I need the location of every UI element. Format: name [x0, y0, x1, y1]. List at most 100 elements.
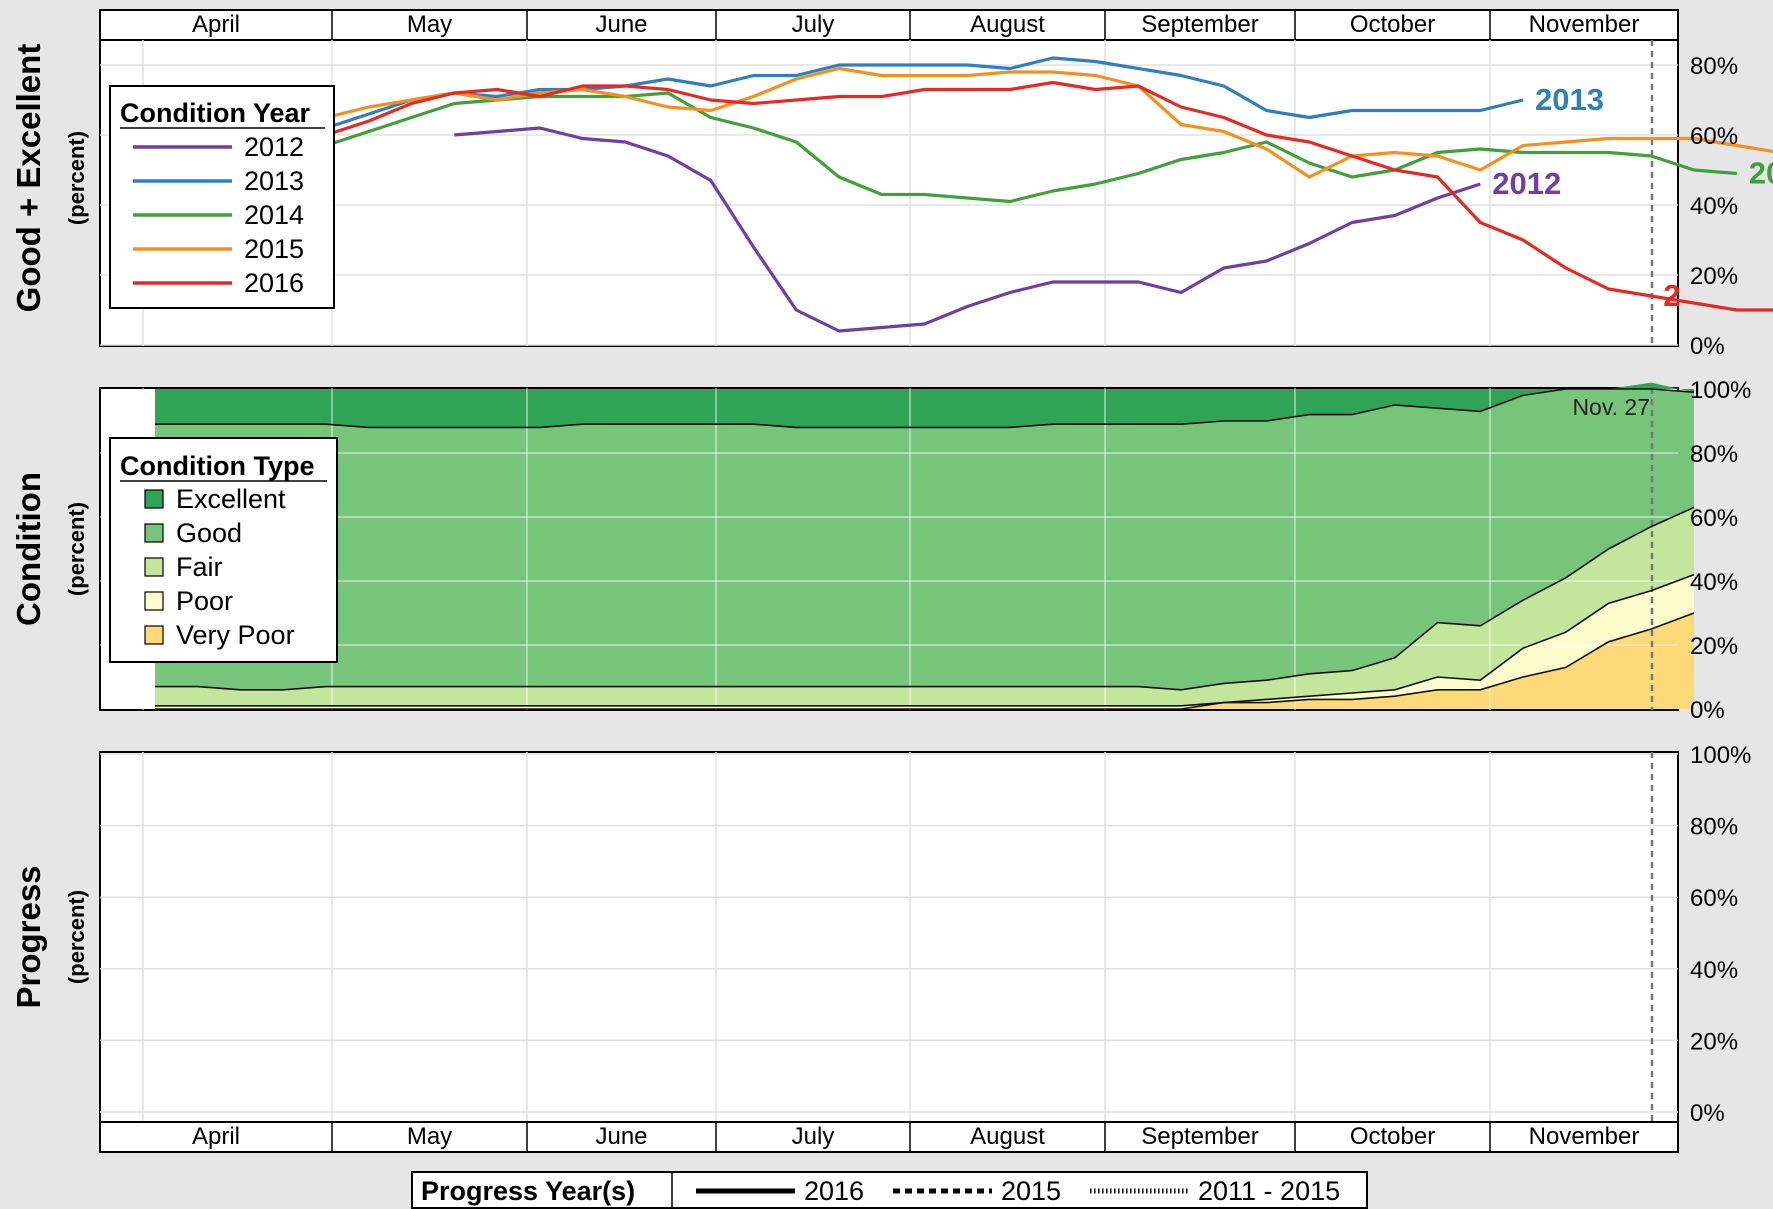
panel3-ytick: 40% [1690, 957, 1738, 984]
panel1-yticks: 0% 20% 40% 60% 80% [1690, 53, 1738, 360]
legend-type-label-very-poor: Very Poor [176, 620, 295, 650]
panel3-ytick: 20% [1690, 1028, 1738, 1055]
panel2-ytick: 100% [1690, 377, 1751, 404]
bottom-month-axis: April May June July August September October No… [99, 1121, 1679, 1153]
legend-condition-year: Condition Year 2012 2013 2014 2015 2016 [109, 85, 335, 309]
bottom-month-label-october: October [1350, 1123, 1435, 1150]
legend-progress-year: Progress Year(s) 2016 2015 2011 - 2015 [411, 1171, 1368, 1209]
panel2-yticks: 0% 20% 40% 60% 80% 100% [1690, 377, 1751, 724]
panel1-ylabel: Good + Excellent [10, 44, 47, 313]
bottom-month-label-september: September [1141, 1123, 1258, 1150]
top-month-label-october: October [1350, 11, 1435, 38]
panel1-end-labels: 2013 2012 20 2 [1492, 82, 1773, 313]
legend-type-swatch-very-poor [144, 625, 164, 645]
panel3-ylabel-sub: (percent) [64, 890, 89, 984]
panel2-ylabel-sub: (percent) [64, 502, 89, 596]
legend-type-label-poor: Poor [176, 586, 233, 616]
panel2-areas [155, 382, 1694, 709]
panel3-ytick: 60% [1690, 885, 1738, 912]
line-2013 [325, 56, 1524, 130]
bottom-month-bar [99, 1121, 1679, 1153]
bottom-month-label-august: August [970, 1123, 1045, 1150]
panel3-ytick: 80% [1690, 814, 1738, 841]
top-month-label-may: May [407, 11, 452, 38]
legend-year-label-2015: 2015 [244, 234, 304, 264]
panel2-ytick: 0% [1690, 697, 1725, 724]
area-very-poor [155, 613, 1694, 709]
panel1-ytick: 60% [1690, 123, 1738, 150]
boundary-fair [155, 506, 1695, 691]
top-month-label-september: September [1141, 11, 1258, 38]
top-month-label-june: June [595, 11, 647, 38]
legend-year-label-2014: 2014 [244, 200, 304, 230]
bottom-month-label-november: November [1529, 1123, 1640, 1150]
panel1-ylabel-sub: (percent) [64, 131, 89, 225]
boundary-good [155, 388, 1695, 429]
legend-type-swatch-good [144, 523, 164, 543]
panel2-ytick: 80% [1690, 441, 1738, 468]
bottom-month-label-july: July [792, 1123, 835, 1150]
boundary-very-poor [155, 612, 1695, 710]
legend-year-label-2013: 2013 [244, 166, 304, 196]
panel2-grid [100, 388, 1678, 710]
legend-type-box [109, 437, 338, 663]
panel3-yticks: 0% 20% 40% 60% 80% 100% [1690, 742, 1751, 1127]
legend-condition-type: Condition Type Excellent Good Fair Poor … [109, 437, 338, 663]
panel2-ytick: 40% [1690, 569, 1738, 596]
panel-good-excellent: 2013 2012 20 2 0% 20% 40% 60% 80% Good + Excell… [10, 39, 1773, 360]
boundary-poor [155, 573, 1695, 707]
legend-type-swatch-poor [144, 591, 164, 611]
legend-progress-title: Progress Year(s) [421, 1176, 635, 1206]
panel2-annotation: Nov. 27 [1572, 394, 1650, 420]
end-label-2016: 2 [1663, 278, 1680, 313]
top-month-label-july: July [792, 11, 835, 38]
panel3-ytick: 100% [1690, 742, 1751, 769]
panel3-background [99, 751, 1679, 1123]
legend-progress-label-2015: 2015 [1001, 1176, 1061, 1206]
legend-progress-box [411, 1171, 1368, 1209]
line-2012 [454, 126, 1481, 333]
area-good [155, 389, 1694, 690]
line-2016 [325, 80, 1773, 312]
line-2014 [325, 91, 1737, 204]
bottom-month-label-june: June [595, 1123, 647, 1150]
legend-progress-label-2011-2015: 2011 - 2015 [1198, 1176, 1340, 1206]
panel1-lines [325, 56, 1773, 333]
legend-year-title: Condition Year [120, 98, 311, 128]
top-month-label-november: November [1529, 11, 1640, 38]
panel3-ytick: 0% [1690, 1100, 1725, 1127]
panel3-ylabel: Progress [10, 865, 47, 1008]
panel1-ytick: 0% [1690, 333, 1725, 360]
panel2-boundaries [155, 388, 1695, 710]
legend-year-label-2012: 2012 [244, 132, 304, 162]
legend-type-label-excellent: Excellent [176, 484, 286, 514]
top-month-axis: April May June July August September October No… [99, 9, 1679, 41]
panel3-grid [100, 752, 1678, 1122]
panel2-ylabel: Condition [10, 472, 47, 626]
panel-progress: 0% 20% 40% 60% 80% 100% Progress (percent) [10, 742, 1751, 1127]
bottom-month-label-april: April [192, 1123, 240, 1150]
legend-progress-label-2016: 2016 [804, 1176, 864, 1206]
legend-year-box [109, 85, 335, 309]
panel1-ytick: 20% [1690, 263, 1738, 290]
panel1-ytick: 80% [1690, 53, 1738, 80]
panel2-ytick: 60% [1690, 505, 1738, 532]
bottom-month-label-may: May [407, 1123, 452, 1150]
top-month-label-august: August [970, 11, 1045, 38]
area-excellent [155, 382, 1694, 428]
panel-condition: 0% 20% 40% 60% 80% 100% Nov. 27 Condition (pe… [10, 377, 1751, 724]
end-label-2012: 2012 [1492, 166, 1561, 201]
legend-year-label-2016: 2016 [244, 268, 304, 298]
end-label-2013: 2013 [1535, 82, 1604, 117]
top-month-bar [99, 9, 1679, 41]
end-label-2014: 20 [1749, 156, 1773, 191]
legend-type-swatch-excellent [144, 489, 164, 509]
legend-type-label-good: Good [176, 518, 242, 548]
legend-type-label-fair: Fair [176, 552, 223, 582]
top-month-label-april: April [192, 11, 240, 38]
panel2-ytick: 20% [1690, 633, 1738, 660]
legend-type-title: Condition Type [120, 451, 314, 481]
panel1-ytick: 40% [1690, 193, 1738, 220]
legend-type-swatch-fair [144, 557, 164, 577]
